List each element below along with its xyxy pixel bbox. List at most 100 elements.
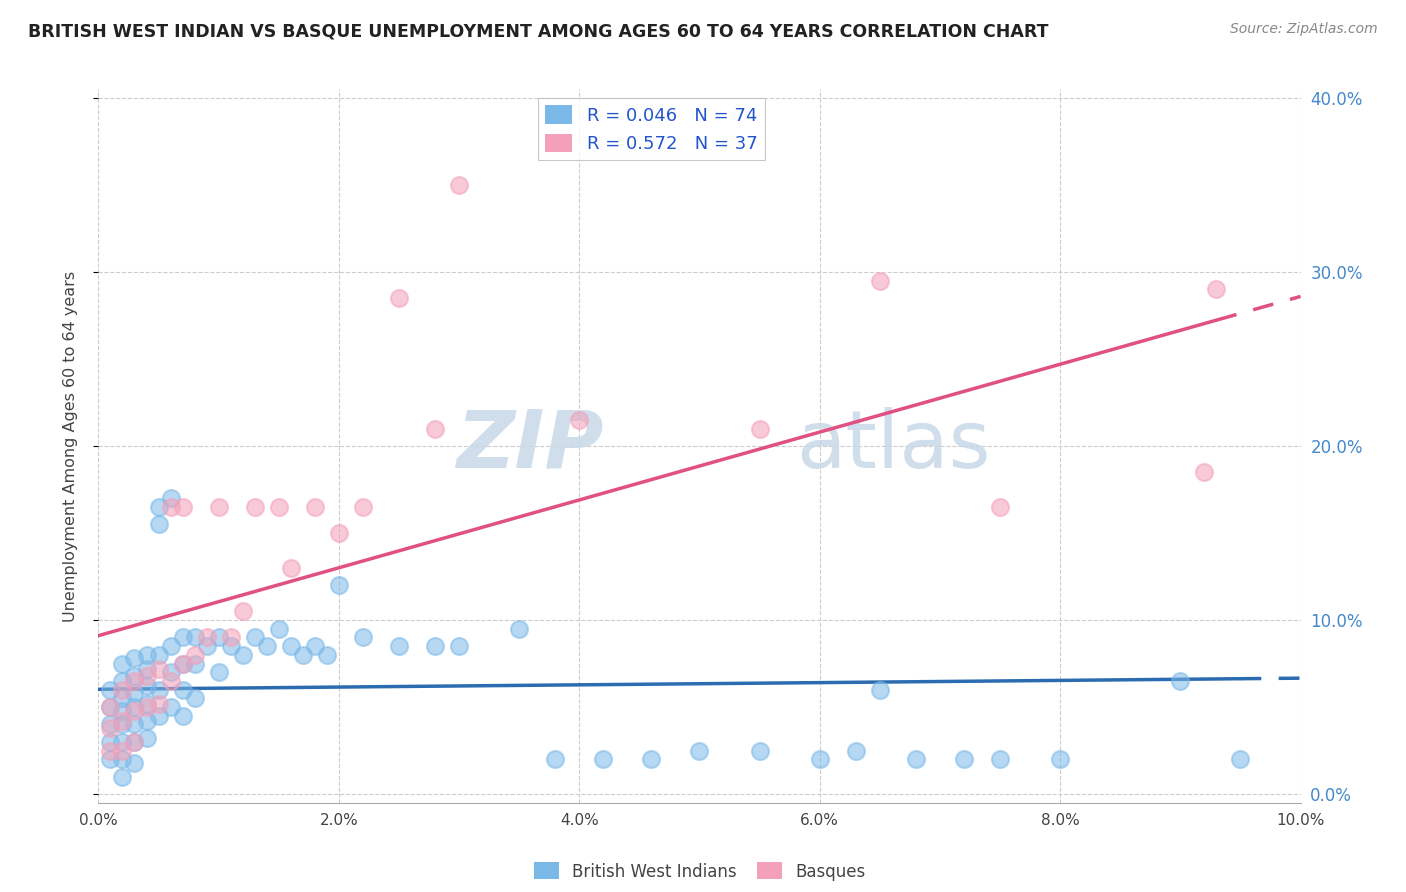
Point: [808, 752, 831, 766]
Point: [124, 756, 146, 770]
Point: [172, 657, 194, 671]
Point: [111, 752, 134, 766]
Point: [988, 752, 1011, 766]
Point: [124, 686, 146, 700]
Point: [232, 648, 254, 662]
Point: [100, 752, 122, 766]
Point: [135, 662, 157, 676]
Point: [124, 704, 146, 718]
Point: [172, 657, 194, 671]
Point: [208, 500, 231, 514]
Point: [159, 491, 181, 506]
Point: [111, 673, 134, 688]
Text: BRITISH WEST INDIAN VS BASQUE UNEMPLOYMENT AMONG AGES 60 TO 64 YEARS CORRELATION: BRITISH WEST INDIAN VS BASQUE UNEMPLOYME…: [28, 22, 1049, 40]
Point: [748, 421, 770, 435]
Point: [183, 631, 205, 645]
Point: [111, 770, 134, 784]
Y-axis label: Unemployment Among Ages 60 to 64 years: Unemployment Among Ages 60 to 64 years: [63, 270, 77, 622]
Point: [159, 700, 181, 714]
Point: [100, 682, 122, 697]
Point: [183, 648, 205, 662]
Point: [544, 752, 567, 766]
Text: ZIP: ZIP: [456, 407, 603, 485]
Point: [100, 700, 122, 714]
Point: [172, 682, 194, 697]
Point: [172, 631, 194, 645]
Point: [352, 500, 374, 514]
Point: [315, 648, 337, 662]
Point: [100, 700, 122, 714]
Point: [208, 631, 231, 645]
Point: [388, 639, 411, 653]
Point: [135, 731, 157, 746]
Point: [267, 622, 290, 636]
Point: [1170, 673, 1192, 688]
Text: Source: ZipAtlas.com: Source: ZipAtlas.com: [1230, 22, 1378, 37]
Point: [568, 413, 591, 427]
Point: [328, 578, 350, 592]
Point: [689, 743, 711, 757]
Point: [135, 697, 157, 711]
Point: [1205, 282, 1227, 296]
Point: [243, 631, 266, 645]
Point: [904, 752, 927, 766]
Point: [124, 717, 146, 731]
Point: [172, 500, 194, 514]
Point: [135, 669, 157, 683]
Point: [1049, 752, 1071, 766]
Legend: British West Indians, Basques: British West Indians, Basques: [527, 855, 872, 888]
Point: [845, 743, 868, 757]
Point: [304, 500, 326, 514]
Point: [232, 604, 254, 618]
Point: [111, 682, 134, 697]
Point: [219, 631, 242, 645]
Point: [219, 639, 242, 653]
Point: [111, 704, 134, 718]
Point: [352, 631, 374, 645]
Point: [148, 662, 170, 676]
Point: [124, 651, 146, 665]
Point: [243, 500, 266, 514]
Point: [135, 700, 157, 714]
Point: [111, 714, 134, 728]
Text: atlas: atlas: [796, 407, 990, 485]
Point: [148, 500, 170, 514]
Point: [111, 691, 134, 706]
Point: [159, 665, 181, 680]
Point: [148, 517, 170, 532]
Point: [159, 500, 181, 514]
Point: [592, 752, 614, 766]
Point: [135, 648, 157, 662]
Point: [280, 561, 302, 575]
Point: [100, 743, 122, 757]
Point: [148, 682, 170, 697]
Point: [195, 631, 218, 645]
Point: [748, 743, 770, 757]
Point: [208, 665, 231, 680]
Point: [423, 421, 446, 435]
Point: [508, 622, 530, 636]
Point: [111, 743, 134, 757]
Point: [447, 639, 470, 653]
Point: [159, 673, 181, 688]
Point: [135, 679, 157, 693]
Point: [159, 639, 181, 653]
Point: [869, 682, 891, 697]
Point: [100, 721, 122, 735]
Point: [1194, 465, 1216, 479]
Point: [111, 717, 134, 731]
Point: [256, 639, 278, 653]
Point: [267, 500, 290, 514]
Point: [1229, 752, 1251, 766]
Point: [304, 639, 326, 653]
Point: [100, 735, 122, 749]
Point: [640, 752, 662, 766]
Point: [328, 526, 350, 541]
Point: [869, 274, 891, 288]
Point: [124, 735, 146, 749]
Point: [124, 700, 146, 714]
Point: [195, 639, 218, 653]
Point: [423, 639, 446, 653]
Point: [135, 714, 157, 728]
Point: [388, 291, 411, 305]
